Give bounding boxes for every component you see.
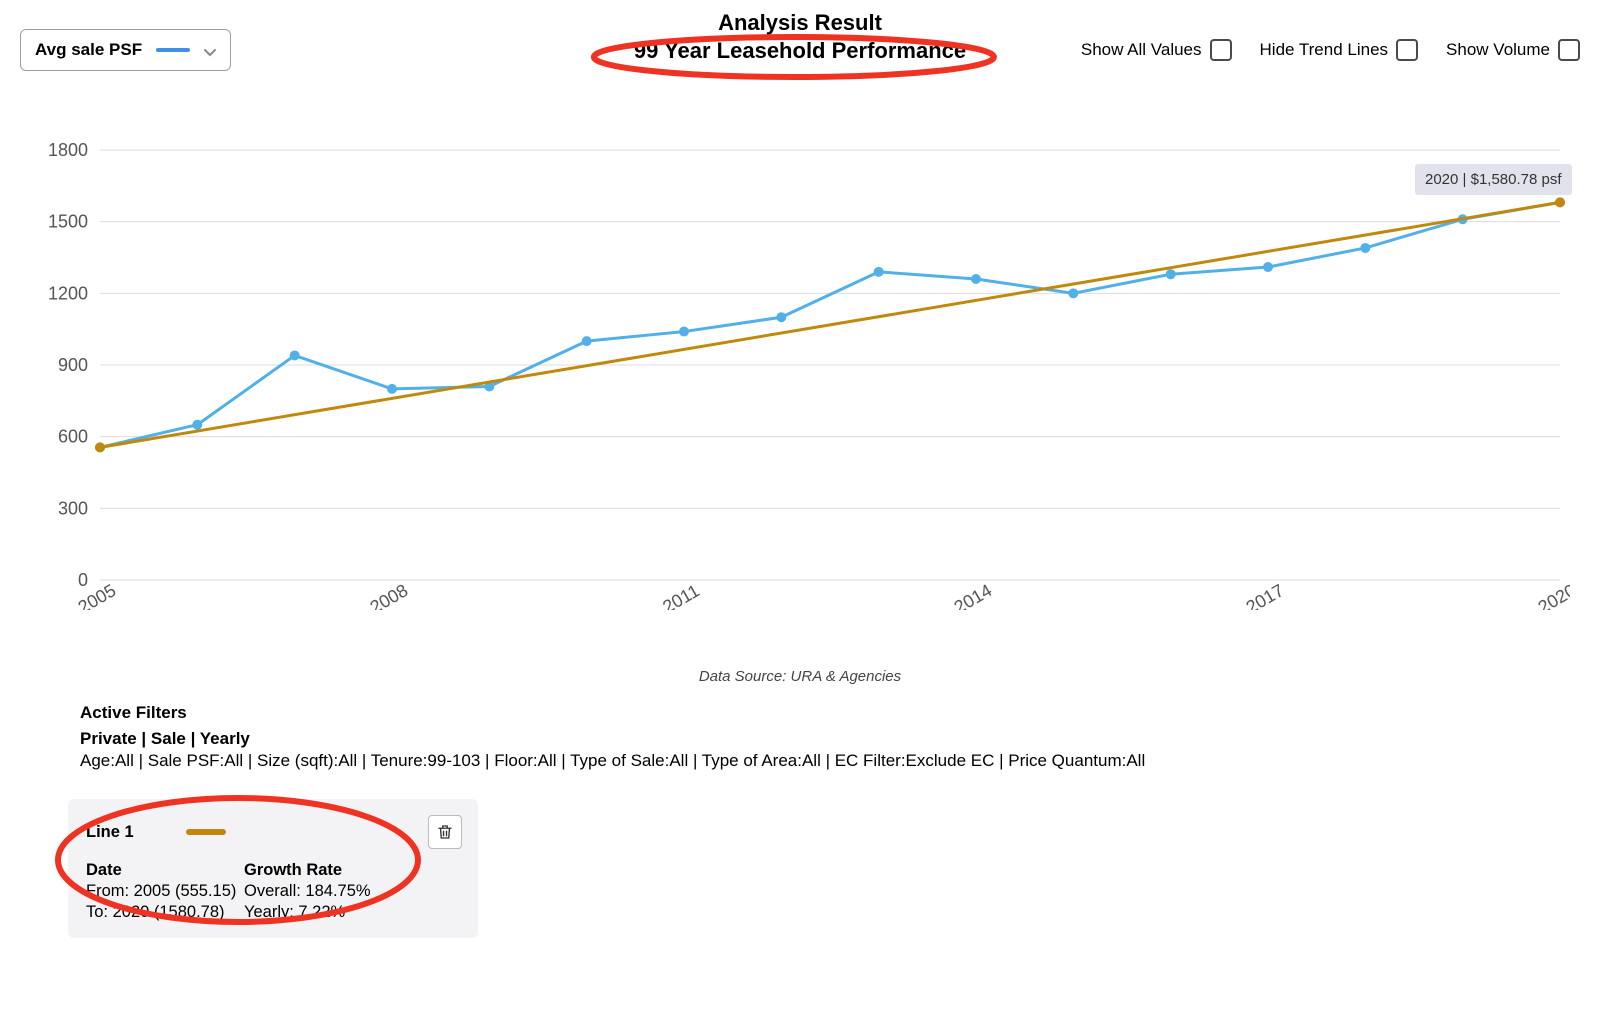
date-from: From: 2005 (555.15) [86,882,244,901]
data-tooltip: 2020 | $1,580.78 psf [1415,164,1572,195]
line-chart: 0300600900120015001800200520082011201420… [30,140,1570,610]
checkbox-option: Hide Trend Lines [1260,39,1419,61]
header-row: Avg sale PSF Analysis Result 99 Year Lea… [20,10,1580,90]
active-filters: Active Filters Private | Sale | Yearly A… [80,703,1580,771]
delete-trend-button[interactable] [428,815,462,849]
data-source-label: Data Source: URA & Agencies [20,668,1580,685]
trash-icon [436,823,454,841]
checkbox-label: Hide Trend Lines [1260,40,1389,60]
svg-text:1800: 1800 [48,140,88,160]
trend-summary-card: Line 1 Date Growth Rate From: 2005 (555.… [68,799,478,938]
growth-yearly: Yearly: 7.22% [244,903,462,922]
metric-swatch [156,48,190,52]
svg-text:2014: 2014 [951,580,996,610]
svg-text:300: 300 [58,498,88,518]
svg-text:600: 600 [58,427,88,447]
subtitle-wrap: 99 Year Leasehold Performance [624,38,976,64]
filters-primary: Private | Sale | Yearly [80,729,1580,749]
growth-label: Growth Rate [244,861,462,880]
svg-text:900: 900 [58,355,88,375]
filters-title: Active Filters [80,703,1580,723]
tooltip-text: 2020 | $1,580.78 psf [1425,171,1562,188]
metric-dropdown[interactable]: Avg sale PSF [20,29,231,71]
chart-subtitle: 99 Year Leasehold Performance [624,36,976,65]
date-to: To: 2020 (1580.78) [86,903,244,922]
analysis-title: Analysis Result [624,10,976,36]
checkbox-label: Show Volume [1446,40,1550,60]
svg-text:2020: 2020 [1535,580,1570,610]
date-label: Date [86,861,244,880]
chart-area: 0300600900120015001800200520082011201420… [30,140,1580,660]
svg-text:1500: 1500 [48,212,88,232]
checkbox-row: Show All Values Hide Trend Lines Show Volu… [1081,39,1580,61]
growth-overall: Overall: 184.75% [244,882,462,901]
trend-line-name: Line 1 [86,823,186,842]
checkbox-option: Show Volume [1446,39,1580,61]
checkbox[interactable] [1558,39,1580,61]
svg-text:2008: 2008 [367,580,412,610]
checkbox-option: Show All Values [1081,39,1232,61]
filters-detail: Age:All | Sale PSF:All | Size (sqft):All… [80,751,1580,771]
svg-text:2017: 2017 [1243,580,1288,610]
titles: Analysis Result 99 Year Leasehold Perfor… [624,10,976,64]
chevron-down-icon [204,44,216,56]
checkbox[interactable] [1396,39,1418,61]
metric-dropdown-label: Avg sale PSF [35,40,142,60]
svg-text:0: 0 [78,570,88,590]
trend-swatch [186,829,226,835]
svg-text:1200: 1200 [48,283,88,303]
checkbox-label: Show All Values [1081,40,1202,60]
svg-text:2011: 2011 [659,580,703,610]
checkbox[interactable] [1210,39,1232,61]
